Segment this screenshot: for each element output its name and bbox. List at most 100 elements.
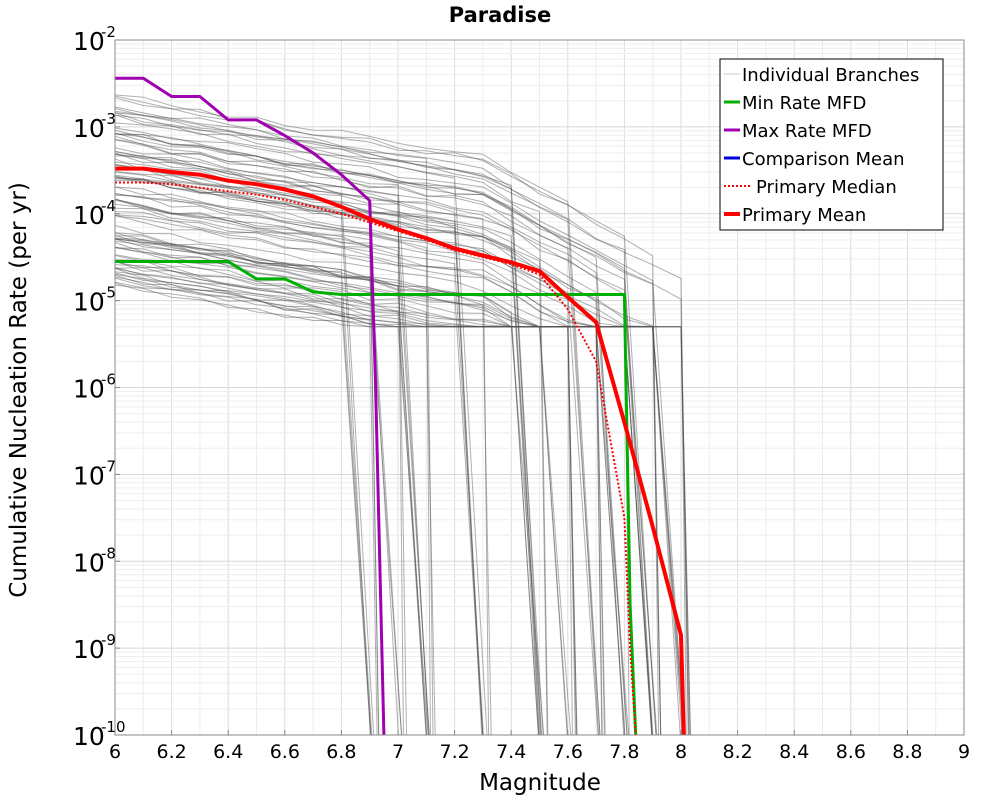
x-tick-label: 6 (109, 741, 121, 763)
y-tick-exponent: -6 (101, 371, 116, 389)
branch-line (114, 132, 544, 736)
branch-line (114, 214, 683, 736)
branch-line (114, 276, 569, 736)
branch-line (114, 198, 399, 736)
branch-line (114, 247, 606, 736)
x-tick-label: 7.6 (553, 741, 583, 763)
x-tick-label: 8.2 (722, 741, 752, 763)
branch-line (114, 232, 402, 736)
branch-line (114, 281, 577, 736)
branch-line (114, 152, 484, 736)
branch-line (114, 122, 549, 736)
x-axis-label: Magnitude (479, 770, 601, 796)
x-tick-label: 8.4 (779, 741, 809, 763)
y-tick-label: 10 (73, 722, 105, 751)
x-tick-label: 7.8 (609, 741, 639, 763)
branch-line (114, 133, 654, 736)
branch-line (114, 261, 653, 736)
branch-line (114, 94, 601, 736)
y-tick-exponent: -3 (101, 110, 116, 128)
branch-line (114, 174, 371, 736)
branch-line (114, 135, 429, 736)
branch-line (114, 112, 600, 736)
x-tick-label: 6.2 (156, 741, 186, 763)
branch-line (114, 138, 657, 736)
branch-line (114, 277, 653, 736)
series-primary-mean (115, 166, 686, 736)
y-tick-exponent: -2 (101, 23, 116, 41)
y-tick-label: 10 (73, 201, 105, 230)
legend: Individual Branches Min Rate MFD Max Rat… (719, 58, 944, 231)
branch-line (114, 260, 653, 736)
branch-line (114, 255, 372, 736)
branch-line (114, 193, 431, 736)
branch-line (114, 179, 691, 736)
series-lines (115, 76, 686, 736)
branch-line (114, 207, 484, 736)
branch-line (114, 114, 488, 736)
y-tick-label: 10 (73, 548, 105, 577)
branch-line (114, 110, 689, 736)
branch-line (114, 171, 540, 736)
branch-line (114, 267, 372, 736)
branch-line (114, 282, 545, 736)
legend-label-comparison-mean: Comparison Mean (742, 149, 905, 170)
branch-line (114, 107, 540, 736)
individual-branches (114, 94, 691, 736)
branch-line (114, 235, 568, 736)
legend-label-primary-median: Primary Median (756, 177, 897, 198)
branch-line (114, 224, 690, 736)
branch-line (114, 237, 630, 736)
branch-line (114, 177, 542, 736)
y-tick-label: 10 (73, 27, 105, 56)
branch-line (114, 129, 662, 736)
branch-line (114, 97, 660, 736)
branch-line (114, 237, 428, 736)
x-tick-label: 7.4 (496, 741, 526, 763)
branch-line (114, 133, 625, 736)
x-tick-label: 7 (392, 741, 404, 763)
y-tick-label: 10 (73, 114, 105, 143)
branch-line (114, 153, 407, 736)
x-tick-label: 8.6 (836, 741, 866, 763)
branch-line (114, 203, 430, 736)
legend-box (719, 58, 944, 231)
branch-line (114, 266, 690, 736)
legend-label-max-rate: Max Rate MFD (742, 121, 872, 142)
branch-line (114, 242, 578, 736)
y-tick-exponent: -10 (101, 718, 126, 736)
branch-line (114, 259, 573, 736)
branch-line (114, 127, 685, 736)
branch-line (114, 95, 657, 736)
legend-label-individual-branches: Individual Branches (742, 65, 919, 86)
y-tick-exponent: -8 (101, 544, 116, 562)
x-tick-label: 7.2 (439, 741, 469, 763)
branch-line (114, 274, 626, 736)
branch-line (114, 238, 484, 736)
branch-line (114, 272, 378, 736)
series-min-rate-mfd (115, 260, 638, 736)
y-tick-exponent: -4 (101, 197, 116, 215)
x-tick-label: 6.4 (213, 741, 243, 763)
x-axis-ticks: 6 6.2 6.4 6.6 6.8 7 7.2 7.4 7.6 7.8 8 8.2 8.4 8.6 8.8 9 (109, 730, 970, 763)
x-tick-label: 8 (675, 741, 687, 763)
x-tick-label: 6.6 (270, 741, 300, 763)
legend-label-primary-mean: Primary Mean (742, 205, 866, 226)
branch-line (114, 163, 483, 736)
branch-line (114, 268, 685, 736)
y-tick-label: 10 (73, 635, 105, 664)
branch-line (114, 186, 599, 736)
branch-line (114, 114, 630, 736)
branch-line (114, 214, 653, 736)
branch-line (114, 273, 603, 736)
branch-line (114, 194, 576, 736)
branch-line (114, 232, 373, 736)
branch-line (114, 234, 427, 736)
branch-line (114, 264, 436, 736)
branch-line (114, 199, 662, 736)
y-tick-exponent: -7 (101, 457, 116, 475)
branch-line (114, 147, 628, 736)
branch-line (114, 139, 601, 736)
branch-line (114, 186, 684, 736)
